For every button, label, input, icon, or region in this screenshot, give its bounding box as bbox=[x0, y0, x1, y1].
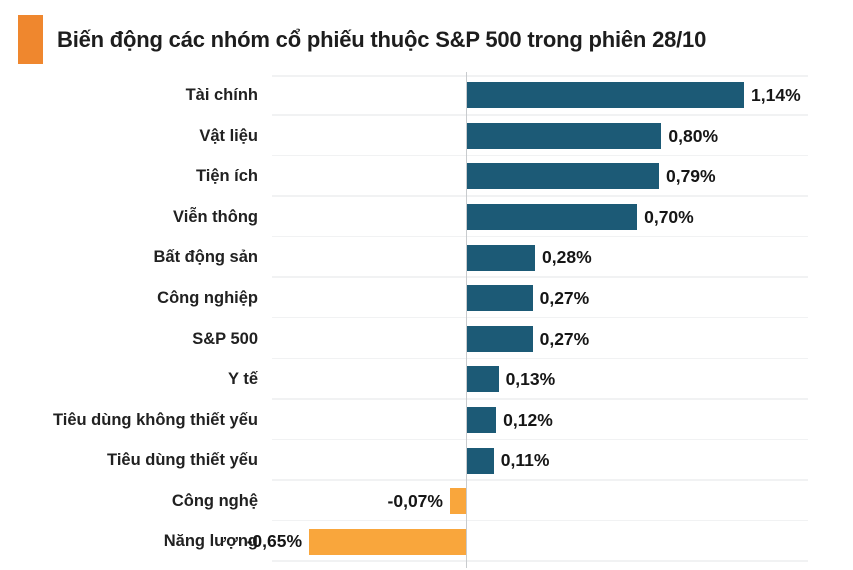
bar-positive bbox=[467, 82, 745, 109]
category-label: Tiêu dùng không thiết yếu bbox=[52, 410, 258, 429]
value-label: 0,80% bbox=[668, 125, 719, 146]
category-label: Công nghiệp bbox=[157, 288, 258, 307]
bar-chart: Tài chính 1,14% Vật liệu 0,80% Tiện ích 0,79%… bbox=[0, 72, 853, 568]
gridline bbox=[272, 438, 808, 441]
gridline bbox=[272, 519, 808, 522]
chart-row: Viễn thông 0,70% bbox=[0, 197, 853, 238]
chart-row: Vật liệu 0,80% bbox=[0, 116, 853, 157]
category-label: Tiêu dùng thiết yếu bbox=[107, 451, 258, 470]
chart-row: S&P 500 0,27% bbox=[0, 319, 853, 360]
zero-axis-line bbox=[466, 72, 468, 568]
category-label: Năng lượng bbox=[163, 532, 258, 551]
category-label: Bất động sản bbox=[153, 248, 258, 267]
category-label: Tiện ích bbox=[195, 167, 258, 186]
gridline bbox=[272, 276, 808, 278]
value-label: 0,12% bbox=[503, 409, 553, 430]
bar-negative bbox=[309, 528, 467, 555]
chart-row: Công nghiệp 0,27% bbox=[0, 278, 853, 319]
category-label: Vật liệu bbox=[199, 126, 258, 145]
chart-row: Tiêu dùng không thiết yếu 0,12% bbox=[0, 400, 853, 441]
value-label: -0,65% bbox=[246, 531, 303, 552]
chart-row: Năng lượng -0,65% bbox=[0, 521, 853, 562]
chart-row: Y tế 0,13% bbox=[0, 359, 853, 400]
gridline bbox=[272, 75, 808, 77]
chart-title: Biến động các nhóm cổ phiếu thuộc S&P 50… bbox=[57, 27, 707, 52]
category-label: Tài chính bbox=[185, 86, 258, 104]
category-label: Công nghệ bbox=[171, 491, 258, 510]
gridline bbox=[272, 398, 808, 400]
value-label: 0,27% bbox=[539, 328, 590, 349]
gridline bbox=[272, 195, 808, 197]
gridline bbox=[272, 479, 808, 481]
value-label: 1,14% bbox=[751, 85, 801, 105]
value-label: 0,13% bbox=[505, 369, 556, 390]
value-label: 0,70% bbox=[644, 206, 694, 227]
value-label: 0,28% bbox=[542, 247, 592, 268]
value-label: 0,79% bbox=[665, 166, 716, 187]
bar-negative bbox=[449, 488, 467, 515]
chart-row: Tiêu dùng thiết yếu 0,11% bbox=[0, 440, 853, 481]
chart-row: Tài chính 1,14% bbox=[0, 75, 853, 116]
category-label: Viễn thông bbox=[173, 207, 258, 226]
bar-positive bbox=[467, 204, 638, 231]
value-label: 0,27% bbox=[539, 287, 590, 308]
bar-positive bbox=[467, 244, 536, 271]
gridline bbox=[272, 560, 808, 562]
category-label: S&P 500 bbox=[192, 329, 258, 348]
value-label: 0,11% bbox=[500, 450, 550, 471]
chart-row: Công nghệ -0,07% bbox=[0, 481, 853, 522]
value-label: -0,07% bbox=[387, 490, 443, 511]
chart-row: Bất động sản 0,28% bbox=[0, 237, 853, 278]
gridline bbox=[272, 357, 808, 360]
gridline bbox=[272, 316, 808, 319]
gridline bbox=[272, 114, 808, 116]
bar-positive bbox=[467, 447, 494, 474]
gridline bbox=[272, 154, 808, 157]
bar-positive bbox=[467, 163, 659, 190]
bar-positive bbox=[467, 406, 497, 433]
bar-positive bbox=[467, 122, 662, 149]
title-accent-square bbox=[18, 15, 43, 64]
bar-positive bbox=[467, 366, 499, 393]
chart-row: Tiện ích 0,79% bbox=[0, 156, 853, 197]
gridline bbox=[272, 235, 808, 238]
bar-positive bbox=[467, 285, 533, 312]
category-label: Y tế bbox=[228, 370, 258, 389]
bar-positive bbox=[467, 325, 533, 352]
